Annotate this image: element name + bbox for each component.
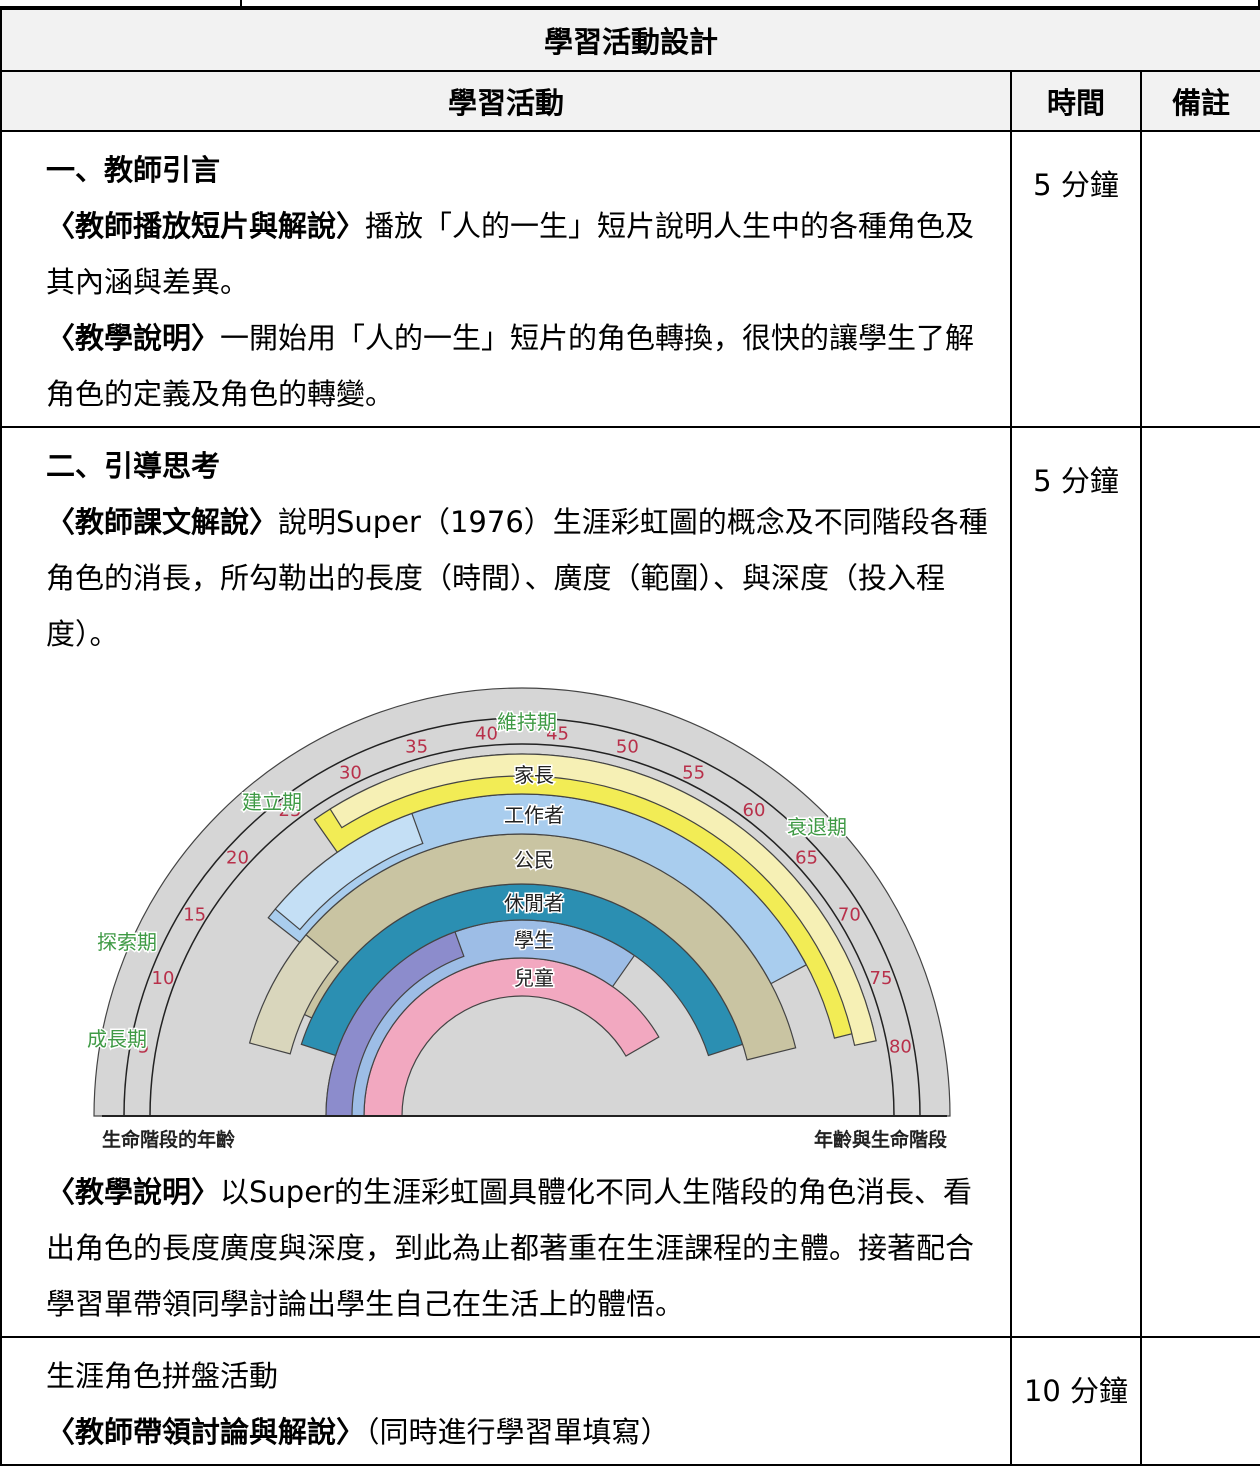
role-label: 家長 — [514, 763, 554, 787]
activity-row: 生涯角色拼盤活動 〈教師帶領討論與解說〉（同時進行學習單填寫） 10 分鐘 — [0, 1336, 1260, 1466]
bold-text: 〈教師課文解說〉 — [46, 505, 279, 539]
age-label: 55 — [682, 762, 705, 783]
age-label: 80 — [889, 1036, 912, 1057]
activity-cell: 一、教師引言〈教師播放短片與解說〉播放「人的一生」短片說明人生中的各種角色及其內… — [0, 130, 1012, 428]
period-label: 探索期 — [97, 930, 157, 954]
header: 學習活動 — [0, 70, 1012, 132]
time-cell: 10 分鐘 — [1010, 1336, 1142, 1466]
activity-cell: 二、引導思考〈教師課文解說〉說明Super（1976）生涯彩虹圖的概念及不同階段… — [0, 426, 1012, 1338]
career-rainbow: 兒童 學生 休閒者 公民 工作者 家長 5 10 15 20 25 30 35 40 45 50 55 60 65 7… — [86, 687, 951, 1151]
text: 以Super的生涯彩虹圖具體化不同人生階段的角色消長、看出角色的長度廣度與深度，… — [46, 1175, 975, 1321]
age-label: 60 — [743, 800, 766, 821]
note-cell — [1140, 426, 1260, 1338]
role-label: 公民 — [514, 848, 554, 872]
age-label: 30 — [339, 762, 362, 783]
bold-text: 〈教師播放短片與解說〉 — [46, 209, 366, 243]
period-label: 衰退期 — [787, 815, 847, 839]
role-label: 學生 — [514, 928, 554, 952]
age-label: 20 — [226, 848, 249, 869]
age-label: 45 — [546, 724, 569, 745]
period-label: 建立期 — [242, 790, 302, 814]
time-cell: 5 分鐘 — [1010, 426, 1142, 1338]
bold-text: 〈教學說明〉 — [46, 1175, 221, 1209]
role-band — [329, 753, 877, 1047]
text: 說明Super（1976）生涯彩虹圖的概念及不同階段各種角色的消長，所勾勒出的長… — [46, 505, 988, 651]
age-label: 50 — [616, 737, 639, 758]
age-label: 10 — [152, 968, 175, 989]
age-label: 5 — [138, 1036, 149, 1057]
arc — [149, 743, 895, 1117]
text: 一開始用「人的一生」短片的角色轉換，很快的讓學生了解角色的定義及角色的轉變。 — [46, 321, 975, 411]
header: 備註 — [1140, 70, 1260, 132]
role-band — [274, 812, 424, 931]
axis-label: 年齡與生命階段 — [814, 1128, 948, 1151]
table-title: 學習活動設計 — [0, 8, 1260, 72]
age-label: 25 — [279, 800, 302, 821]
age-label: 15 — [183, 904, 206, 925]
text: 播放「人的一生」短片說明人生中的各種角色及其內涵與差異。 — [46, 209, 975, 299]
paragraph: 一、教師引言 — [46, 142, 994, 198]
note-cell — [1140, 1336, 1260, 1466]
age-label: 35 — [405, 737, 428, 758]
period-label: 維持期 — [497, 710, 557, 734]
bold-text: 〈教師帶領討論與解說〉 — [46, 1415, 366, 1449]
activity-cell: 生涯角色拼盤活動〈教師帶領討論與解說〉（同時進行學習單填寫） — [0, 1336, 1012, 1466]
activity-table: 學習活動設計 學習活動 時間 備註 一、教師引言〈教師播放短片與解說〉播放「人的一生… — [0, 8, 1260, 1466]
prev-row — [0, 0, 1260, 8]
arc — [123, 717, 921, 1117]
paragraph: 二、引導思考 — [46, 438, 994, 494]
role-label: 工作者 — [504, 803, 564, 827]
period-label: 成長期 — [87, 1027, 147, 1051]
text: （同時進行學習單填寫） — [365, 1415, 670, 1449]
note-cell — [1140, 130, 1260, 428]
role-label: 兒童 — [514, 966, 554, 990]
age-label: 40 — [475, 724, 498, 745]
age-label: 75 — [870, 968, 893, 989]
activity-row: 一、教師引言〈教師播放短片與解說〉播放「人的一生」短片說明人生中的各種角色及其內… — [0, 130, 1260, 428]
paragraph: 〈教學說明〉一開始用「人的一生」短片的角色轉換，很快的讓學生了解角色的定義及角色… — [46, 310, 994, 422]
paragraph: 〈教師帶領討論與解說〉（同時進行學習單填寫） — [46, 1404, 994, 1460]
bold-text: 二、引導思考 — [46, 449, 221, 483]
axis-label: 生命階段的年齡 — [102, 1128, 235, 1151]
header: 時間 — [1010, 70, 1142, 132]
paragraph: 〈教師播放短片與解說〉播放「人的一生」短片說明人生中的各種角色及其內涵與差異。 — [46, 198, 994, 310]
role-band — [248, 933, 339, 1055]
text: 生涯角色拼盤活動 — [46, 1359, 279, 1393]
bold-text: 一、教師引言 — [46, 153, 221, 187]
role-label: 休閒者 — [504, 891, 564, 915]
activity-row: 二、引導思考〈教師課文解說〉說明Super（1976）生涯彩虹圖的概念及不同階段… — [0, 426, 1260, 1338]
paragraph: 〈教學說明〉以Super的生涯彩虹圖具體化不同人生階段的角色消長、看出角色的長度… — [46, 1164, 994, 1332]
paragraph: 生涯角色拼盤活動 — [46, 1348, 994, 1404]
paragraph: 〈教師課文解說〉說明Super（1976）生涯彩虹圖的概念及不同階段各種角色的消… — [46, 494, 994, 662]
age-label: 65 — [795, 848, 818, 869]
time-cell: 5 分鐘 — [1010, 130, 1142, 428]
bold-text: 〈教學說明〉 — [46, 321, 221, 355]
age-label: 70 — [838, 904, 861, 925]
